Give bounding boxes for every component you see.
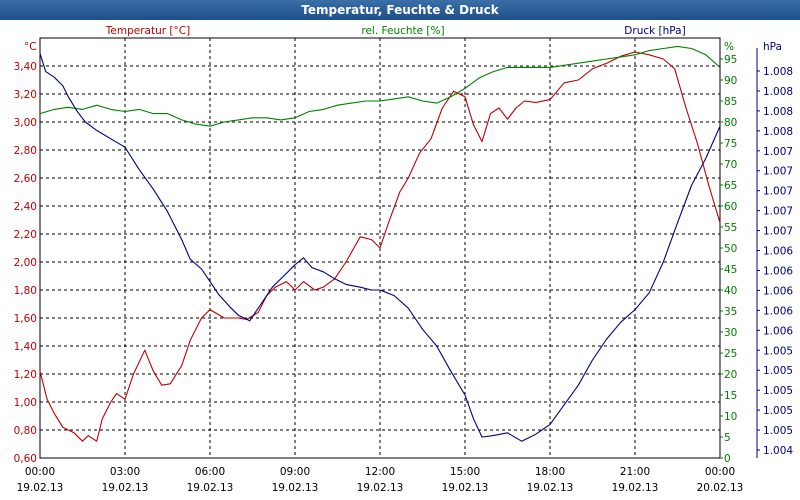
humidity-tick-label: 10 (724, 411, 737, 423)
pressure-tick-label: 1.008 (763, 86, 793, 98)
time-axis: 00:00 19.02.13 03:00 19.02.13 06:00 19.02.13 0… (17, 466, 744, 494)
temperature-axis: 0,60 0,80 1,00 1,20 1,40 1,60 1,80 2,00 2,20 2,40… (14, 41, 37, 465)
pressure-tick-label: 1.007 (763, 146, 793, 158)
time-tick-label: 00:00 (705, 466, 735, 478)
pressure-tick-label: 1.005 (763, 425, 793, 437)
humidity-tick-label: 95 (724, 54, 737, 66)
humidity-tick-label: 45 (724, 264, 737, 276)
pressure-tick-label: 1.005 (763, 345, 793, 357)
humidity-tick-label: 55 (724, 222, 737, 234)
pressure-tick-label: 1.008 (763, 66, 793, 78)
temperature-tick-label: 2,80 (14, 145, 37, 157)
time-tick-label: 03:00 (110, 466, 140, 478)
humidity-tick-label: 20 (724, 369, 737, 381)
temperature-tick-label: 1,20 (14, 369, 37, 381)
temperature-tick-label: 1,00 (14, 397, 37, 409)
temperature-tick-label: 1,80 (14, 285, 37, 297)
temperature-tick-label: 3,00 (14, 117, 37, 129)
time-tick-label: 00:00 (25, 466, 55, 478)
pressure-tick-label: 1.008 (763, 106, 793, 118)
temperature-unit: °C (24, 41, 37, 53)
pressure-tick-label: 1.008 (763, 126, 793, 138)
pressure-tick-label: 1.006 (763, 285, 793, 297)
humidity-tick-label: 5 (724, 432, 731, 444)
chart: 0,60 0,80 1,00 1,20 1,40 1,60 1,80 2,00 2,20 2,40… (14, 25, 794, 494)
pressure-tick-label: 1.004 (763, 445, 793, 457)
series-line-pressure (39, 53, 721, 442)
pressure-tick-label: 1.005 (763, 365, 793, 377)
chart-series (39, 45, 721, 442)
temperature-tick-label: 1,60 (14, 313, 37, 325)
time-tick-label: 15:00 (450, 466, 480, 478)
humidity-tick-label: 30 (724, 327, 737, 339)
pressure-tick-label: 1.006 (763, 305, 793, 317)
date-tick-label: 19.02.13 (527, 482, 574, 494)
date-tick-label: 19.02.13 (102, 482, 149, 494)
pressure-tick-label: 1.006 (763, 325, 793, 337)
axis-headers: Temperatur [°C] rel. Feuchte [%] Druck [hP… (105, 25, 686, 37)
pressure-tick-label: 1.007 (763, 206, 793, 218)
humidity-tick-label: 90 (724, 75, 737, 87)
date-tick-label: 19.02.13 (442, 482, 489, 494)
pressure-tick-label: 1.005 (763, 385, 793, 397)
time-tick-label: 12:00 (365, 466, 395, 478)
humidity-tick-label: 65 (724, 180, 737, 192)
pressure-axis-title: Druck [hPa] (624, 25, 685, 37)
humidity-axis: 0 5 10 15 20 25 30 35 40 45 50 55 60 65 70 75 80 85 90 95% (720, 41, 737, 465)
humidity-axis-title: rel. Feuchte [%] (361, 25, 444, 37)
temperature-tick-label: 2,20 (14, 229, 37, 241)
humidity-tick-label: 60 (724, 201, 737, 213)
humidity-unit: % (724, 41, 734, 53)
date-tick-label: 19.02.13 (357, 482, 404, 494)
humidity-tick-label: 80 (724, 117, 737, 129)
humidity-tick-label: 25 (724, 348, 737, 360)
pressure-axis: 1.004 1.005 1.005 1.005 1.005 1.005 1.006 1.006… (756, 41, 793, 458)
temperature-axis-title: Temperatur [°C] (105, 25, 190, 37)
date-tick-label: 19.02.13 (187, 482, 234, 494)
pressure-tick-label: 1.005 (763, 405, 793, 417)
time-tick-label: 18:00 (535, 466, 565, 478)
temperature-tick-label: 0,80 (14, 425, 37, 437)
time-tick-label: 09:00 (280, 466, 310, 478)
date-tick-label: 19.02.13 (612, 482, 659, 494)
temperature-tick-label: 0,60 (14, 453, 37, 465)
humidity-tick-label: 85 (724, 96, 737, 108)
humidity-tick-label: 75 (724, 138, 737, 150)
temperature-tick-label: 3,40 (14, 61, 37, 73)
pressure-tick-label: 1.007 (763, 186, 793, 198)
date-tick-label: 19.02.13 (17, 482, 64, 494)
time-tick-label: 06:00 (195, 466, 225, 478)
pressure-tick-label: 1.006 (763, 246, 793, 258)
humidity-tick-label: 40 (724, 285, 737, 297)
temperature-tick-label: 2,00 (14, 257, 37, 269)
pressure-tick-label: 1.007 (763, 226, 793, 238)
pressure-unit: hPa (763, 41, 782, 53)
date-tick-label: 19.02.13 (272, 482, 319, 494)
pressure-tick-label: 1.007 (763, 166, 793, 178)
series-line-humidity (39, 45, 721, 127)
humidity-tick-label: 0 (724, 453, 731, 465)
temperature-tick-label: 1,40 (14, 341, 37, 353)
temperature-tick-label: 2,60 (14, 173, 37, 185)
temperature-tick-label: 2,40 (14, 201, 37, 213)
humidity-tick-label: 50 (724, 243, 737, 255)
humidity-tick-label: 15 (724, 390, 737, 402)
time-tick-label: 21:00 (620, 466, 650, 478)
pressure-tick-label: 1.006 (763, 265, 793, 277)
humidity-tick-label: 70 (724, 159, 737, 171)
humidity-tick-label: 35 (724, 306, 737, 318)
temperature-tick-label: 3,20 (14, 89, 37, 101)
window-title: Temperatur, Feuchte & Druck (0, 0, 800, 20)
series-line-temperature (39, 51, 721, 442)
chart-grid (39, 37, 721, 459)
date-tick-label: 20.02.13 (697, 482, 744, 494)
